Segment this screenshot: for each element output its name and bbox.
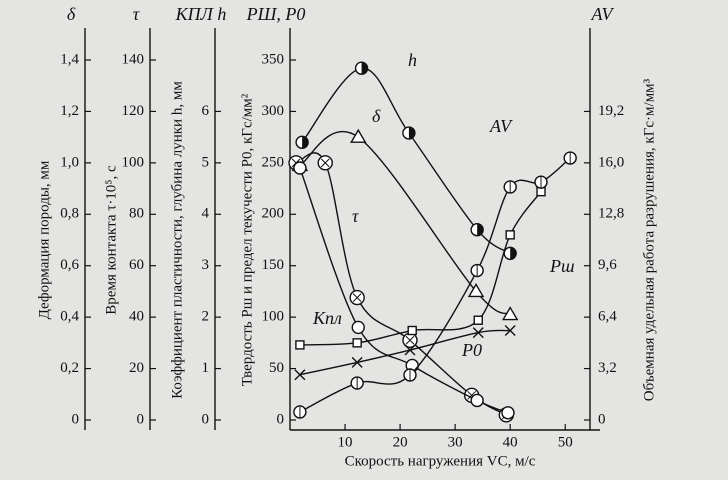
- point: [472, 327, 484, 339]
- point-inner: [320, 158, 330, 168]
- y-tick-label: 50: [269, 360, 284, 376]
- point: [470, 393, 484, 408]
- series-line: [299, 130, 511, 316]
- y-tick-label: 60: [129, 257, 144, 273]
- y-tick-label: 3,2: [598, 360, 617, 376]
- point-half: [408, 127, 415, 140]
- series-line: [295, 152, 507, 416]
- series-label: Pш: [549, 256, 575, 276]
- point: [295, 340, 305, 350]
- y-tick-label: 0: [137, 411, 145, 427]
- y-tick-label: 1,2: [60, 103, 79, 119]
- point: [294, 369, 306, 381]
- axis-title: Время контакта τ·10⁵, с: [103, 165, 119, 315]
- y-tick-label: 9,6: [598, 257, 617, 273]
- y-tick-label: 0,2: [60, 360, 79, 376]
- y-tick-label: 6,4: [598, 309, 617, 325]
- y-tick-label: 19,2: [598, 103, 624, 119]
- point: [407, 325, 417, 336]
- point: [505, 230, 515, 240]
- point-half: [510, 247, 517, 260]
- y-tick-label: 0,6: [60, 257, 79, 273]
- y-tick-label: 16,0: [598, 154, 624, 170]
- x-tick-label: 30: [448, 434, 463, 450]
- point-half: [477, 223, 484, 236]
- y-tick-label: 0: [202, 411, 210, 427]
- y-tick-label: 4: [202, 206, 210, 222]
- y-tick-label: 0: [72, 411, 80, 427]
- point: [473, 315, 483, 325]
- y-tick-label: 2: [202, 309, 210, 325]
- y-tick-label: 250: [262, 154, 285, 170]
- y-tick-label: 0,4: [60, 309, 79, 325]
- y-tick-label: 200: [262, 206, 285, 222]
- point: [501, 406, 515, 420]
- y-tick-label: 140: [122, 51, 145, 67]
- series-label: τ: [352, 206, 359, 226]
- y-tick-label: 0: [598, 411, 606, 427]
- y-tick-label: 20: [129, 360, 144, 376]
- x-axis-title: Скорость нагружения VC, м/с: [345, 453, 536, 469]
- axis-symbol: PШ, P0: [246, 4, 306, 24]
- point: [501, 306, 519, 321]
- point: [351, 356, 363, 368]
- y-tick-label: 100: [122, 154, 145, 170]
- point: [404, 344, 416, 356]
- y-tick-label: 350: [262, 51, 285, 67]
- y-tick-label: 1: [202, 360, 210, 376]
- point: [352, 338, 362, 348]
- y-tick-label: 3: [202, 257, 210, 273]
- x-tick-label: 50: [558, 434, 573, 450]
- point: [467, 283, 485, 298]
- point: [536, 186, 546, 197]
- point-half: [361, 62, 368, 75]
- y-tick-label: 1,4: [60, 51, 79, 67]
- y-tick-label: 5: [202, 154, 210, 170]
- y-tick-label: 0,8: [60, 206, 79, 222]
- axis-symbol: δ: [67, 4, 76, 24]
- y-tick-label: 150: [262, 257, 285, 273]
- y-tick-label: 40: [129, 309, 144, 325]
- y-tick-label: 0: [277, 411, 285, 427]
- y-tick-label: 300: [262, 103, 285, 119]
- series-label: h: [408, 50, 417, 70]
- y-tick-label: 80: [129, 206, 144, 222]
- point-half: [302, 136, 309, 149]
- axis-symbol: τ: [133, 4, 140, 24]
- axis-title: Объемная удельная работа разрушения, кГс…: [641, 78, 657, 401]
- y-tick-label: 1,0: [60, 154, 79, 170]
- y-tick-label: 12,8: [598, 206, 624, 222]
- y-tick-label: 6: [202, 103, 210, 119]
- axis-symbol: AV: [590, 4, 614, 24]
- y-tick-label: 100: [262, 309, 285, 325]
- axis-title: Деформация породы, мм: [36, 160, 52, 319]
- axis-title: Твердость Pш и предел текучести P0, кГс/…: [239, 93, 255, 386]
- axis-title: Коэффициент пластичности, глубина лунки …: [169, 81, 185, 399]
- point: [351, 320, 365, 335]
- x-tick-label: 40: [503, 434, 518, 450]
- point: [293, 161, 307, 175]
- x-tick-label: 10: [338, 434, 353, 450]
- y-tick-label: 120: [122, 103, 145, 119]
- series-label: δ: [372, 106, 381, 126]
- point-inner: [405, 335, 415, 345]
- series-label: P0: [461, 340, 482, 360]
- series-label: AV: [489, 116, 513, 136]
- point: [350, 128, 367, 143]
- point: [504, 325, 516, 337]
- series-label: Kпл: [312, 308, 342, 328]
- axis-symbol: KПЛ h: [175, 4, 227, 24]
- point-inner: [352, 293, 362, 302]
- x-tick-label: 20: [393, 434, 408, 450]
